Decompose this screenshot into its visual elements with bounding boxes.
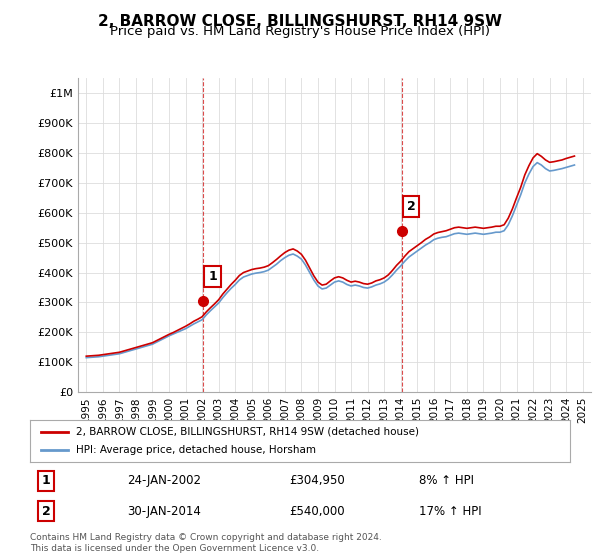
Text: HPI: Average price, detached house, Horsham: HPI: Average price, detached house, Hors…	[76, 445, 316, 455]
Text: 30-JAN-2014: 30-JAN-2014	[127, 505, 201, 517]
Text: 17% ↑ HPI: 17% ↑ HPI	[419, 505, 481, 517]
Text: Price paid vs. HM Land Registry's House Price Index (HPI): Price paid vs. HM Land Registry's House …	[110, 25, 490, 38]
Text: 2, BARROW CLOSE, BILLINGSHURST, RH14 9SW: 2, BARROW CLOSE, BILLINGSHURST, RH14 9SW	[98, 14, 502, 29]
Text: £540,000: £540,000	[289, 505, 345, 517]
Text: 1: 1	[42, 474, 50, 487]
Text: 24-JAN-2002: 24-JAN-2002	[127, 474, 201, 487]
Text: £304,950: £304,950	[289, 474, 345, 487]
Text: 2: 2	[407, 200, 416, 213]
Text: 8% ↑ HPI: 8% ↑ HPI	[419, 474, 474, 487]
Text: 2: 2	[42, 505, 50, 517]
Text: 2, BARROW CLOSE, BILLINGSHURST, RH14 9SW (detached house): 2, BARROW CLOSE, BILLINGSHURST, RH14 9SW…	[76, 427, 419, 437]
Text: Contains HM Land Registry data © Crown copyright and database right 2024.
This d: Contains HM Land Registry data © Crown c…	[30, 533, 382, 553]
Text: 1: 1	[208, 270, 217, 283]
